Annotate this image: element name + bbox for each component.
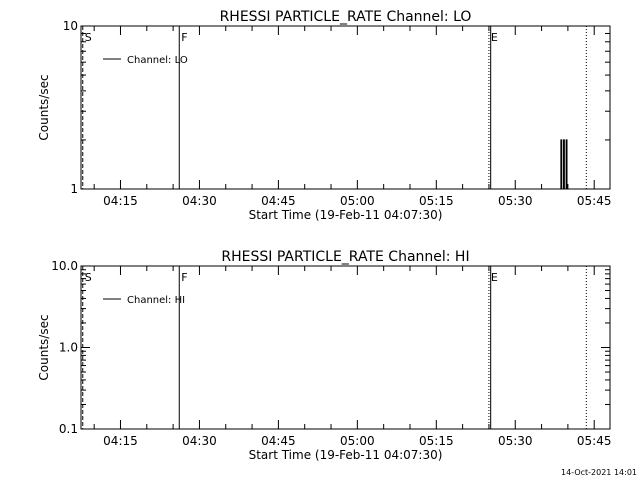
lo-chart-title: RHESSI PARTICLE_RATE Channel: LO	[220, 9, 472, 25]
lo-y-axis-label: Counts/sec	[37, 74, 51, 140]
hi-x-tick-label: 04:45	[261, 434, 296, 448]
hi-x-tick-label: 05:30	[498, 434, 533, 448]
hi-legend-label: Channel: HI	[127, 295, 185, 306]
hi-y-tick-label: 0.1	[59, 422, 78, 436]
hi-x-tick-label: 05:45	[577, 434, 612, 448]
hi-x-axis-label: Start Time (19-Feb-11 04:07:30)	[249, 448, 443, 462]
hi-y-axis-label: Counts/sec	[37, 314, 51, 380]
lo-y-tick-label: 1	[70, 182, 78, 196]
lo-x-tick-label: 05:00	[340, 194, 375, 208]
hi-y-tick-label: 1.0	[59, 341, 78, 355]
hi-x-tick-label: 04:30	[182, 434, 217, 448]
hi-panel: RHESSI PARTICLE_RATE Channel: HI 04:15 04:…	[37, 249, 612, 462]
lo-legend-label: Channel: LO	[127, 55, 188, 66]
lo-x-tick-label: 05:15	[419, 194, 454, 208]
lo-panel: RHESSI PARTICLE_RATE Channel: LO 04:15 04:…	[37, 9, 612, 222]
hi-marker-label: S	[85, 271, 92, 284]
lo-series-line	[560, 139, 568, 190]
lo-x-tick-label: 04:45	[261, 194, 296, 208]
hi-marker-label: F	[181, 271, 187, 284]
hi-plot-frame	[80, 265, 611, 430]
generated-timestamp: 14-Oct-2021 14:01	[561, 468, 637, 477]
lo-x-tick-label: 05:30	[498, 194, 533, 208]
hi-x-tick-label: 04:15	[103, 434, 138, 448]
lo-x-tick-label: 04:15	[103, 194, 138, 208]
hi-x-tick-label: 05:15	[419, 434, 454, 448]
lo-x-tick-label: 04:30	[182, 194, 217, 208]
lo-x-tick-label: 05:45	[577, 194, 612, 208]
hi-y-tick-label: 10.0	[51, 259, 78, 273]
hi-chart-title: RHESSI PARTICLE_RATE Channel: HI	[221, 249, 469, 265]
lo-marker-label: F	[181, 31, 187, 44]
lo-marker-label: E	[491, 31, 498, 44]
hi-marker-label: E	[491, 271, 498, 284]
lo-y-tick-label: 10	[63, 19, 78, 33]
hi-x-tick-label: 05:00	[340, 434, 375, 448]
lo-x-axis-label: Start Time (19-Feb-11 04:07:30)	[249, 208, 443, 222]
lo-plot-frame	[80, 25, 611, 190]
lo-marker-label: S	[85, 31, 92, 44]
